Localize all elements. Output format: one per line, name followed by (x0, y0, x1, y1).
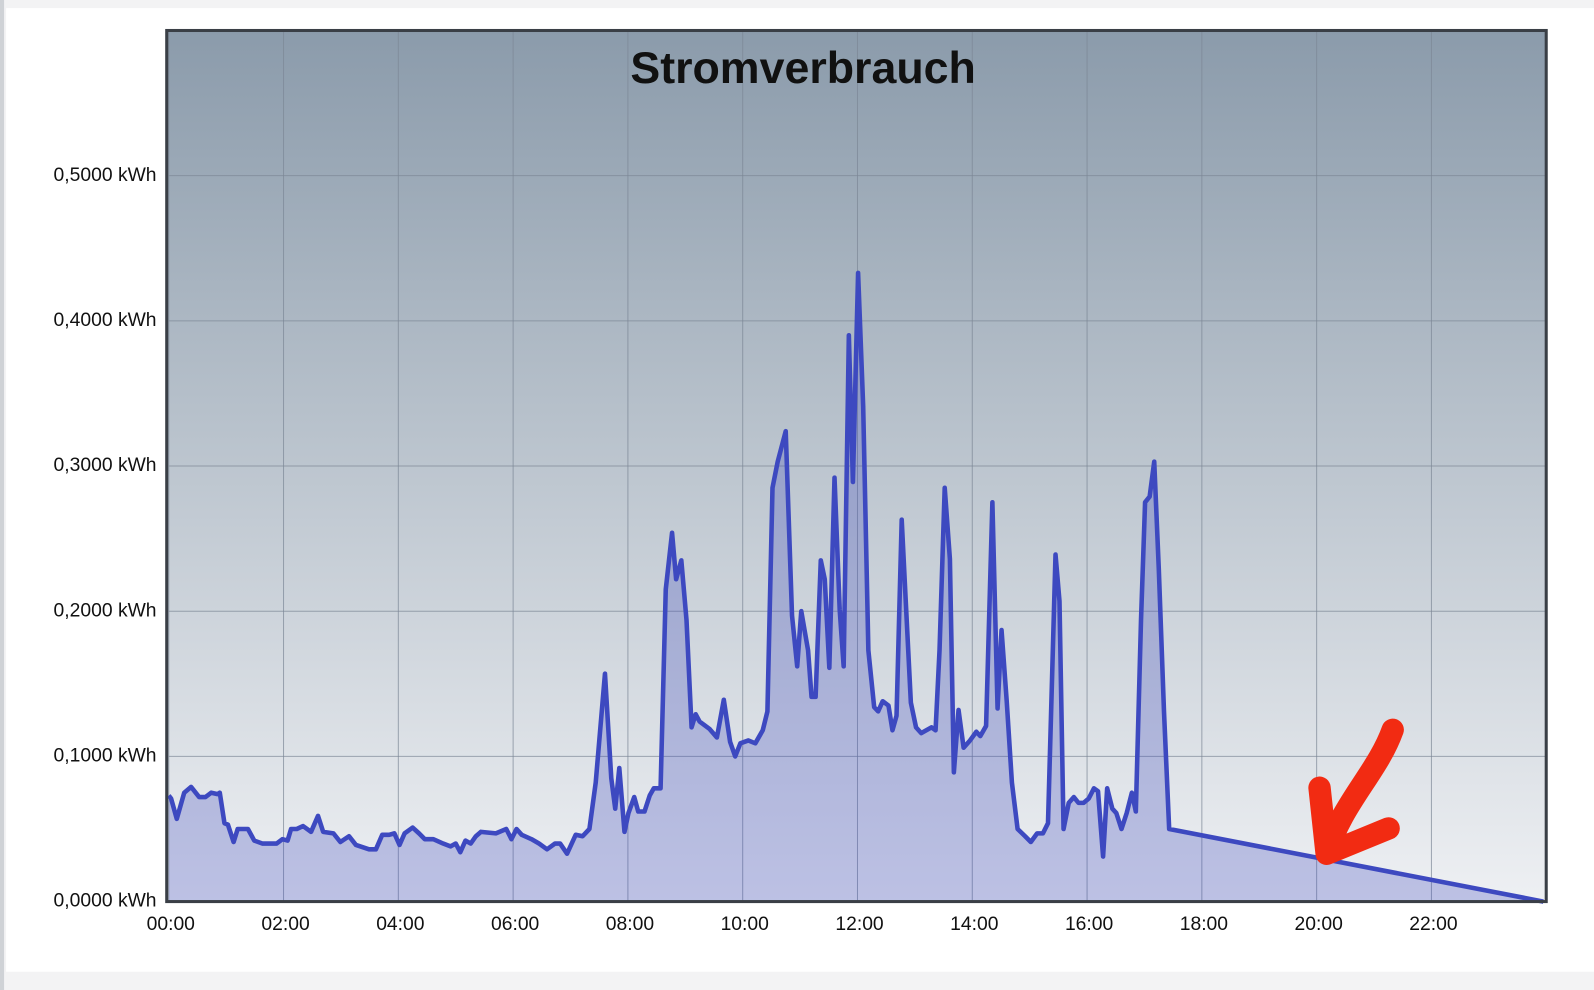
y-tick-label: 0,1000 kWh (54, 745, 157, 766)
x-tick-label: 04:00 (376, 914, 424, 935)
left-edge (0, 0, 5, 990)
x-tick-label: 22:00 (1409, 914, 1457, 935)
annotation-arrow (1308, 718, 1404, 865)
y-tick-label: 0,0000 kWh (54, 891, 157, 912)
y-tick-label: 0,4000 kWh (54, 310, 157, 331)
labels: 0,0000 kWh 0,1000 kWh 0,2000 kWh 0,3000 kWh… (54, 165, 1458, 935)
y-tick-label: 0,2000 kWh (54, 600, 157, 621)
x-tick-label: 08:00 (606, 914, 654, 935)
x-tick-label: 00:00 (147, 914, 195, 935)
x-tick-label: 16:00 (1065, 914, 1113, 935)
area (168, 272, 1544, 902)
marks (166, 270, 1544, 904)
y-tick-label: 0,3000 kWh (54, 455, 157, 476)
x-tick-label: 12:00 (835, 914, 883, 935)
x-tick-label: 10:00 (721, 914, 769, 935)
x-tick-label: 06:00 (491, 914, 539, 935)
x-tick-label: 14:00 (950, 914, 998, 935)
line (166, 270, 1544, 904)
y-tick-label: 0,5000 kWh (54, 165, 157, 186)
x-tick-label: 20:00 (1295, 914, 1343, 935)
chart-title: Stromverbrauch (630, 44, 975, 93)
x-tick-label: 18:00 (1180, 914, 1228, 935)
x-tick-label: 02:00 (261, 914, 309, 935)
plot-frame (165, 28, 1548, 904)
